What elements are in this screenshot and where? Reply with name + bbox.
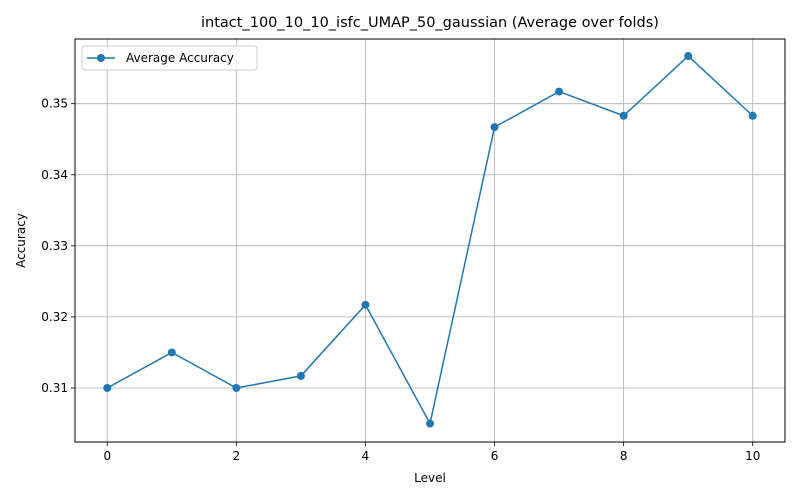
chart-title: intact_100_10_10_isfc_UMAP_50_gaussian (… xyxy=(201,15,659,31)
legend-label: Average Accuracy xyxy=(126,51,234,65)
data-point xyxy=(103,383,112,392)
y-tick-label: 0.35 xyxy=(41,97,68,111)
y-tick-label: 0.31 xyxy=(41,381,68,395)
y-tick-label: 0.33 xyxy=(41,239,68,253)
data-point xyxy=(490,123,499,132)
data-point xyxy=(296,371,305,380)
legend: Average Accuracy xyxy=(81,45,258,71)
plot-frame xyxy=(74,38,786,443)
x-tick-label: 2 xyxy=(233,449,241,463)
x-tick-label: 0 xyxy=(103,449,111,463)
y-tick-label: 0.34 xyxy=(41,168,68,182)
legend-box xyxy=(81,45,258,71)
data-point xyxy=(619,111,628,120)
x-tick-label: 10 xyxy=(745,449,760,463)
data-point xyxy=(426,419,434,428)
x-axis-ticks: 0 2 4 6 8 10 xyxy=(103,442,760,463)
data-point xyxy=(684,52,693,61)
y-tick-label: 0.32 xyxy=(41,310,68,324)
data-point xyxy=(167,348,176,357)
x-tick-label: 4 xyxy=(362,449,370,463)
data-point xyxy=(232,383,241,392)
y-axis-ticks: 0.31 0.32 0.33 0.34 0.35 xyxy=(41,97,75,395)
x-tick-label: 6 xyxy=(491,449,499,463)
x-axis-label: Level xyxy=(414,471,446,485)
legend-marker-swatch xyxy=(97,54,105,62)
series-line xyxy=(106,55,754,426)
series-layer xyxy=(103,52,757,428)
x-tick-label: 8 xyxy=(620,449,628,463)
data-point xyxy=(555,87,564,96)
y-axis-label: Accuracy xyxy=(14,213,28,268)
data-point xyxy=(361,300,370,309)
grid xyxy=(75,39,785,442)
data-point xyxy=(748,111,757,120)
